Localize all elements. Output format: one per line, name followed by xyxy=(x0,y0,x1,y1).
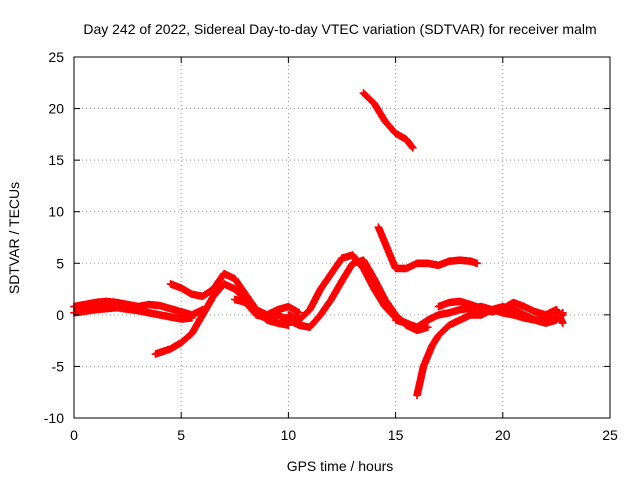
series-track-g xyxy=(359,89,417,152)
x-tick-label: 5 xyxy=(177,427,185,443)
y-tick-labels: -10 -5 0 5 10 15 20 25 xyxy=(44,49,64,426)
x-tick-label: 25 xyxy=(602,427,618,443)
x-axis-title: GPS time / hours xyxy=(287,458,394,474)
y-axis-title: SDTVAR / TECUs xyxy=(6,182,22,294)
x-tick-label: 0 xyxy=(70,427,78,443)
x-tick-label: 10 xyxy=(281,427,297,443)
y-tick-label: 10 xyxy=(48,204,64,220)
plot-frame xyxy=(73,56,611,419)
grid-lines xyxy=(74,57,610,418)
y-tick-label: 5 xyxy=(56,255,64,271)
series-track-h xyxy=(374,223,481,273)
y-tick-label: 15 xyxy=(48,152,64,168)
data-point-marks xyxy=(284,251,411,327)
x-tick-label: 20 xyxy=(495,427,511,443)
x-tick-label: 15 xyxy=(388,427,404,443)
y-tick-label: 0 xyxy=(56,307,64,323)
data-marks xyxy=(70,89,567,400)
y-tick-label: 20 xyxy=(48,101,64,117)
x-tick-labels: 0 5 10 15 20 25 xyxy=(70,427,618,443)
series-track-k xyxy=(391,302,567,331)
data-point-marks xyxy=(391,302,567,331)
data-point-marks xyxy=(359,89,417,152)
y-tick-label: -10 xyxy=(44,410,64,426)
series-track-f xyxy=(284,251,411,327)
axis-ticks xyxy=(73,56,611,419)
y-tick-label: 25 xyxy=(48,49,64,65)
y-tick-label: -5 xyxy=(52,358,65,374)
data-point-marks xyxy=(374,223,481,273)
chart-title: Day 242 of 2022, Sidereal Day-to-day VTE… xyxy=(83,21,596,37)
